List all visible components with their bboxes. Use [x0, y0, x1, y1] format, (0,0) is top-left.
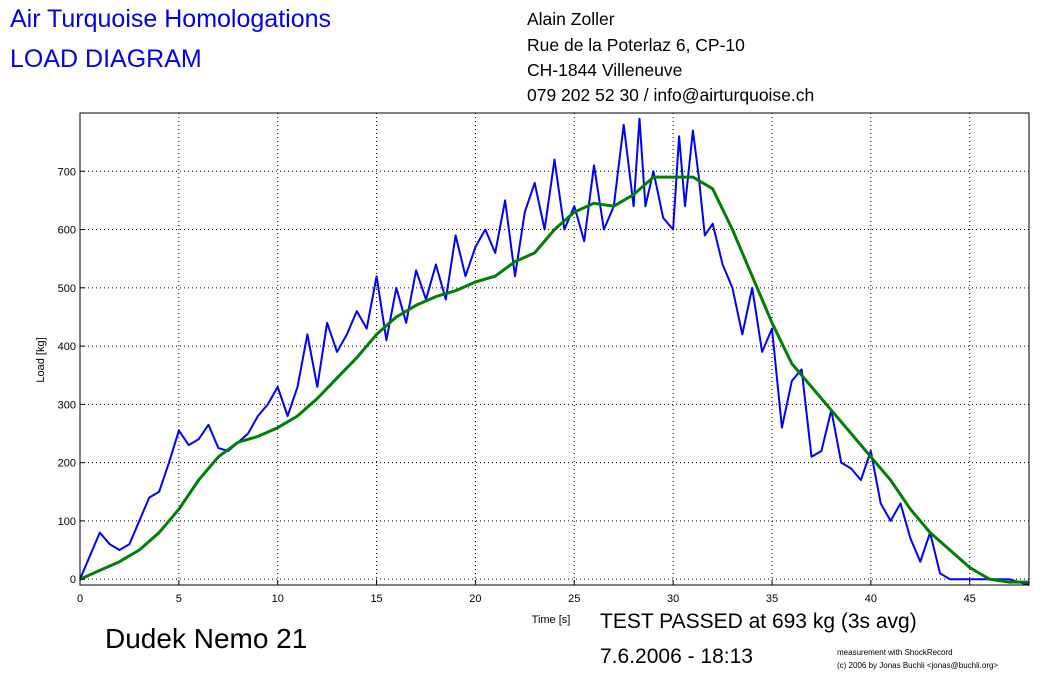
x-tick-label: 30 — [667, 593, 679, 605]
x-axis-label: Time [s] — [532, 614, 571, 626]
credit-line2: (c) 2006 by Jonas Buchli <jonas@buchli.o… — [837, 661, 999, 670]
y-tick-label: 600 — [58, 225, 76, 237]
y-tick-label: 400 — [58, 341, 76, 353]
address-contact: 079 202 52 30 / info@airturquoise.ch — [527, 85, 815, 105]
raw-load-line — [79, 117, 1030, 586]
address-name: Alain Zoller — [527, 9, 615, 29]
x-tick-label: 35 — [766, 593, 778, 605]
y-tick-label: 300 — [58, 399, 76, 411]
x-tick-label: 25 — [568, 593, 580, 605]
plot-frame — [79, 112, 1030, 586]
x-tick-label: 20 — [469, 593, 481, 605]
x-tick-label: 15 — [370, 593, 382, 605]
tick-layer: 0 5 10 15 20 25 30 35 40 45 0 100 200 300 400 500 600 700 — [58, 166, 976, 605]
x-tick-label: 5 — [176, 593, 182, 605]
x-tick-label: 45 — [964, 593, 976, 605]
y-axis-label: Load [kg] — [35, 337, 47, 382]
glider-name: Dudek Nemo 21 — [105, 623, 308, 654]
average-load-line — [79, 175, 1029, 584]
y-tick-label: 200 — [58, 458, 76, 470]
x-tick-label: 40 — [865, 593, 877, 605]
address-street: Rue de la Poterlaz 6, CP-10 — [527, 35, 745, 55]
chart-title-line1: Air Turquoise Homologations — [10, 5, 331, 33]
y-tick-label: 100 — [58, 516, 76, 528]
test-datetime: 7.6.2006 - 18:13 — [600, 645, 753, 668]
y-tick-label: 0 — [70, 574, 76, 586]
chart-title-line2: LOAD DIAGRAM — [10, 45, 202, 73]
test-result: TEST PASSED at 693 kg (3s avg) — [600, 610, 917, 633]
x-tick-label: 0 — [77, 593, 83, 605]
series-layer — [79, 117, 1030, 586]
x-tick-label: 10 — [272, 593, 284, 605]
y-tick-label: 500 — [58, 283, 76, 295]
credit-line1: measurement with ShockRecord — [837, 648, 953, 657]
grid-layer — [80, 113, 1029, 585]
y-tick-label: 700 — [58, 166, 76, 178]
address-city: CH-1844 Villeneuve — [527, 60, 683, 80]
